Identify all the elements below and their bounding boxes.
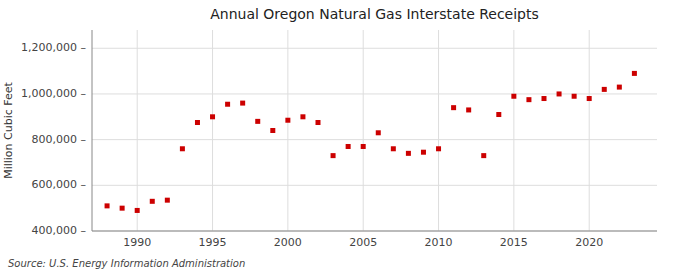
point [436, 146, 441, 151]
point [376, 130, 381, 135]
point [496, 112, 501, 117]
y-tick-label: 800,000 – [32, 133, 86, 146]
x-grid-line [363, 30, 364, 231]
point [210, 114, 215, 119]
point [120, 206, 125, 211]
point [165, 198, 170, 203]
x-tick-label: 2000 [274, 236, 302, 249]
y-grid-line [92, 231, 657, 232]
point [135, 208, 140, 213]
x-grid-line [513, 30, 514, 231]
point [451, 105, 456, 110]
point [617, 85, 622, 90]
point [406, 151, 411, 156]
x-grid-line [438, 30, 439, 231]
point [526, 97, 531, 102]
y-grid-line [92, 48, 657, 49]
source-note: Source: U.S. Energy Information Administ… [8, 258, 245, 269]
y-tick-label: 600,000 – [32, 178, 86, 191]
point [346, 144, 351, 149]
point [511, 94, 516, 99]
y-axis-label: Million Cubic Feet [2, 81, 15, 178]
chart: 400,000 – 600,000 – 800,000 – 1,000,000 – 1,… [0, 0, 675, 275]
x-tick-label: 2015 [500, 236, 528, 249]
point [421, 150, 426, 155]
y-grid-line [92, 139, 657, 140]
y-tick-label: 1,000,000 – [21, 87, 86, 100]
title: Annual Oregon Natural Gas Interstate Rec… [210, 6, 539, 22]
point [542, 96, 547, 101]
y-tick-label: 1,200,000 – [21, 41, 86, 54]
point [602, 87, 607, 92]
y-tick-label: 400,000 – [32, 224, 86, 237]
x-tick-label: 1990 [123, 236, 151, 249]
point [285, 118, 290, 123]
points [105, 71, 637, 213]
point [361, 144, 366, 149]
point [240, 101, 245, 106]
point [331, 153, 336, 158]
x-grid-line [287, 30, 288, 231]
point [481, 153, 486, 158]
x-grid-line [589, 30, 590, 231]
x-tick-label: 2010 [425, 236, 453, 249]
point [225, 102, 230, 107]
y-grid-line [92, 185, 657, 186]
point [587, 96, 592, 101]
x-axis-line [92, 231, 657, 232]
point [105, 203, 110, 208]
point [316, 120, 321, 125]
point [255, 119, 260, 124]
point [150, 199, 155, 204]
x-tick-label: 2020 [575, 236, 603, 249]
y-axis-line [92, 30, 93, 231]
point [300, 114, 305, 119]
point [270, 128, 275, 133]
point [466, 107, 471, 112]
x-grid-line [212, 30, 213, 231]
point [572, 94, 577, 99]
point [557, 91, 562, 96]
point [632, 71, 637, 76]
grid [92, 30, 657, 231]
x-tick-label: 2005 [349, 236, 377, 249]
point [180, 146, 185, 151]
x-grid-line [137, 30, 138, 231]
point [195, 120, 200, 125]
x-tick-label: 1995 [199, 236, 227, 249]
point [391, 146, 396, 151]
